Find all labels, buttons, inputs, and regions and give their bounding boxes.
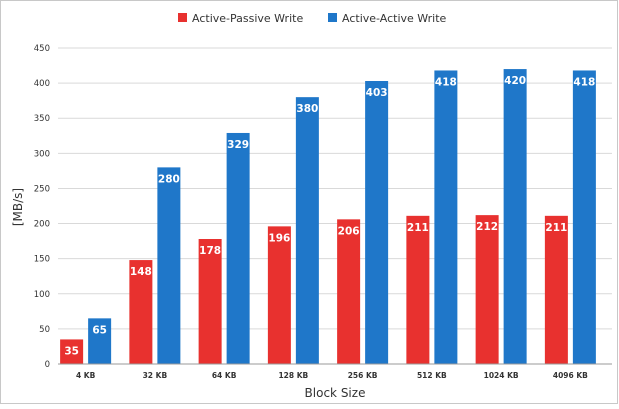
data-labels: 35 65 148 280 178 329 196 380 206 403 211 418 212 420…	[64, 75, 595, 357]
x-tick-label: 4 KB	[76, 371, 96, 380]
y-tick-label: 200	[34, 220, 50, 230]
data-label: 329	[227, 139, 249, 151]
legend-swatch	[178, 13, 187, 22]
x-tick-label: 32 KB	[143, 371, 168, 380]
x-tick-label: 128 KB	[278, 371, 308, 380]
bar	[503, 69, 527, 365]
x-tick-label: 256 KB	[348, 371, 378, 380]
data-label: 35	[64, 345, 79, 357]
data-label: 418	[573, 76, 595, 88]
x-tick-label: 64 KB	[212, 371, 237, 380]
data-label: 380	[296, 103, 318, 115]
x-axis-ticks: 4 KB 32 KB 64 KB 128 KB 256 KB 512 KB 1024 KB 4…	[76, 371, 588, 380]
data-label: 65	[92, 324, 107, 336]
data-label: 280	[158, 173, 180, 185]
legend-swatch	[328, 13, 337, 22]
legend-label: Active-Passive Write	[192, 12, 303, 25]
bar	[434, 70, 458, 365]
legend-label: Active-Active Write	[342, 12, 447, 25]
bar	[267, 226, 291, 364]
y-tick-label: 350	[34, 114, 50, 124]
y-tick-label: 450	[34, 44, 50, 54]
y-tick-label: 100	[34, 290, 50, 300]
bar	[157, 167, 181, 364]
bar	[60, 339, 84, 364]
bar	[337, 219, 361, 364]
y-tick-label: 400	[34, 79, 50, 89]
data-label: 403	[366, 87, 388, 99]
bar	[198, 239, 222, 364]
bar	[544, 215, 568, 364]
data-label: 211	[545, 222, 567, 234]
data-label: 148	[130, 266, 152, 278]
bar	[572, 70, 596, 365]
x-tick-label: 4096 KB	[553, 371, 588, 380]
bar	[406, 215, 430, 364]
data-label: 418	[435, 76, 457, 88]
data-label: 206	[338, 225, 360, 237]
data-label: 212	[476, 221, 498, 233]
legend: Active-Passive Write Active-Active Write	[178, 12, 447, 25]
y-tick-label: 150	[34, 255, 50, 265]
x-tick-label: 512 KB	[417, 371, 447, 380]
y-tick-label: 300	[34, 149, 50, 159]
bar	[129, 260, 153, 364]
y-axis-label: [MB/s]	[11, 188, 25, 226]
y-tick-label: 0	[45, 360, 50, 370]
data-label: 196	[268, 232, 290, 244]
x-tick-label: 1024 KB	[484, 371, 519, 380]
bar	[226, 132, 250, 364]
data-label: 178	[199, 245, 221, 257]
bars	[60, 69, 596, 365]
y-tick-label: 50	[39, 325, 50, 335]
y-axis-ticks: 0 50 100 150 200 250 300 350 400 450	[34, 44, 50, 370]
data-label: 420	[504, 75, 526, 87]
bar	[88, 318, 112, 364]
bar	[475, 215, 499, 364]
data-label: 211	[407, 222, 429, 234]
x-axis-label: Block Size	[305, 386, 366, 400]
bar	[295, 97, 319, 365]
bar	[365, 81, 389, 364]
y-tick-label: 250	[34, 184, 50, 194]
